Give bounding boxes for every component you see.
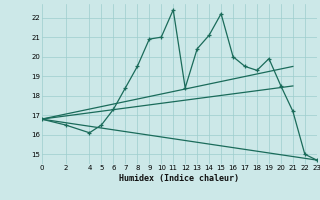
X-axis label: Humidex (Indice chaleur): Humidex (Indice chaleur)	[119, 174, 239, 183]
